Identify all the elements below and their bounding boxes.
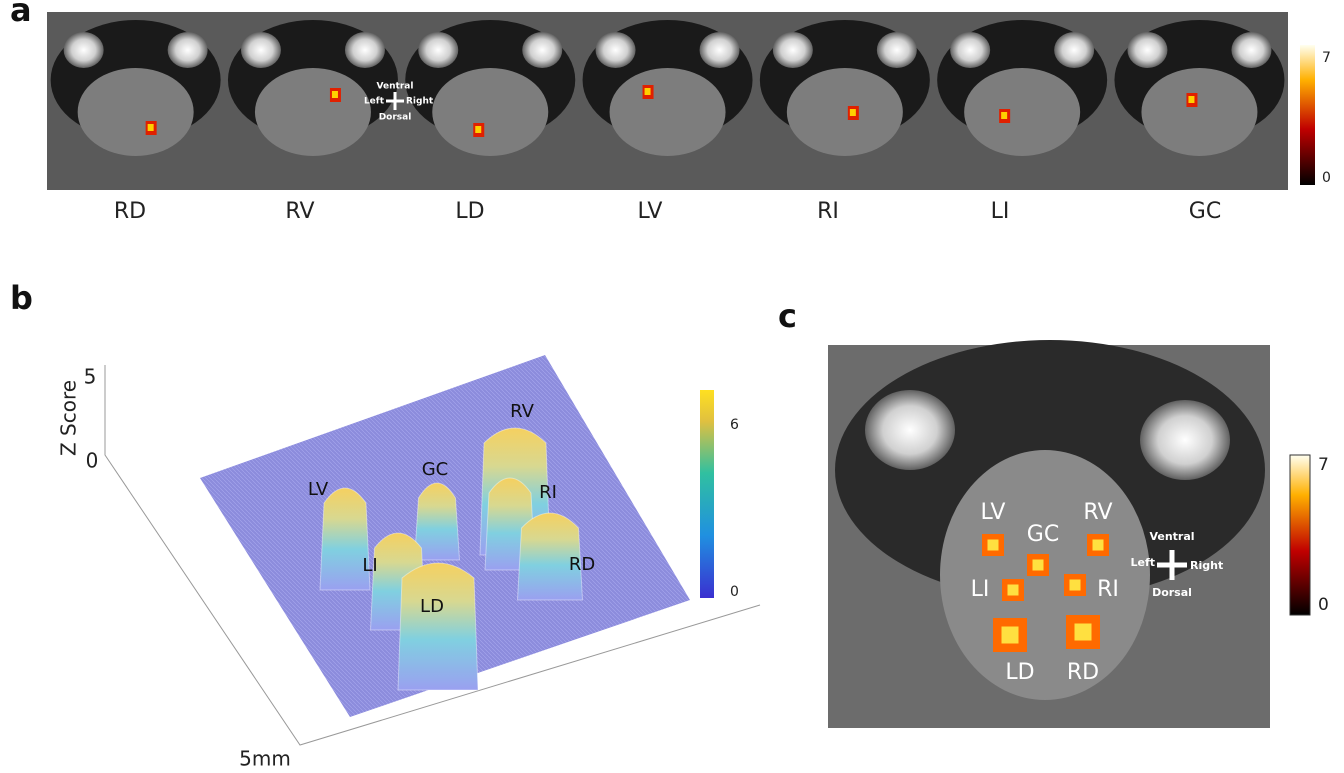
surface-peak <box>398 563 478 690</box>
image-shape <box>241 32 281 68</box>
image-shape <box>1054 32 1094 68</box>
activation <box>148 124 154 131</box>
image-shape <box>1127 32 1167 68</box>
activation <box>1070 580 1081 591</box>
slice-label: RV <box>285 199 314 224</box>
figure: RD RV LD LV RI LI GC a Ventral Left Right Dorsal 7 0 b… <box>0 0 1344 773</box>
image-shape <box>64 32 104 68</box>
slice-label: GC <box>1189 199 1221 224</box>
slice-label: LD <box>455 199 484 224</box>
peak-label: LD <box>420 596 444 617</box>
slice-label: LI <box>991 199 1010 224</box>
activation <box>1001 112 1007 119</box>
activation <box>1093 540 1104 551</box>
peak-label: RD <box>569 554 595 575</box>
z-tick-label: 0 <box>86 449 99 473</box>
peak-label: LI <box>362 555 377 576</box>
colorbar-label: 0 <box>1318 595 1329 615</box>
z-tick-label: 5 <box>84 365 97 389</box>
image-shape <box>865 390 955 470</box>
roi-label: LD <box>1005 660 1034 685</box>
activation <box>1002 627 1019 644</box>
image-shape <box>787 68 903 156</box>
slice-label: LV <box>638 199 663 224</box>
image-shape <box>1231 32 1271 68</box>
activation <box>988 540 999 551</box>
image-shape <box>964 68 1080 156</box>
activation <box>332 91 338 98</box>
image-shape <box>78 68 194 156</box>
image-shape <box>950 32 990 68</box>
orientation-label: Left <box>364 97 385 107</box>
image-shape <box>773 32 813 68</box>
peak-label: GC <box>422 459 449 480</box>
image-shape <box>255 68 371 156</box>
slice-label: RI <box>817 199 839 224</box>
orientation-label: Dorsal <box>1152 586 1192 599</box>
roi-label: RI <box>1097 577 1119 602</box>
colorbar-label: 7 <box>1322 50 1331 66</box>
activation <box>1075 624 1092 641</box>
panel-letter: c <box>778 297 797 335</box>
panel-letter: b <box>10 279 33 317</box>
image-shape <box>1140 400 1230 480</box>
image-shape <box>418 32 458 68</box>
activation <box>850 109 856 116</box>
axis-label: Z Score <box>57 380 81 456</box>
colorbar-label: 6 <box>730 417 739 433</box>
roi-label: GC <box>1027 522 1059 547</box>
image-shape <box>700 32 740 68</box>
slice-label: RD <box>114 199 146 224</box>
orientation-label: Left <box>1130 556 1155 569</box>
colorbar-label: 7 <box>1318 455 1329 475</box>
colorbar <box>1300 45 1315 185</box>
axis-label: 5mm <box>239 747 291 771</box>
orientation-label: Ventral <box>377 82 414 92</box>
activation <box>1033 560 1044 571</box>
orientation-label: Right <box>1190 559 1223 572</box>
colorbar-label: 0 <box>1322 170 1331 186</box>
image-shape <box>1141 68 1257 156</box>
activation <box>1008 585 1019 596</box>
orientation-label: Right <box>406 97 434 107</box>
roi-label: LV <box>981 500 1006 525</box>
roi-label: LI <box>971 577 990 602</box>
colorbar <box>1290 455 1310 615</box>
orientation-label: Dorsal <box>379 113 412 123</box>
peak-label: LV <box>308 479 329 500</box>
image-shape <box>877 32 917 68</box>
image-shape <box>345 32 385 68</box>
roi-label: RD <box>1067 660 1099 685</box>
panel-letter: a <box>10 0 32 29</box>
activation <box>1188 96 1194 103</box>
colorbar-label: 0 <box>730 584 739 600</box>
activation <box>475 126 481 133</box>
peak-label: RI <box>539 482 557 503</box>
peak-label: RV <box>510 401 535 422</box>
image-shape <box>432 68 548 156</box>
image-shape <box>168 32 208 68</box>
activation <box>645 88 651 95</box>
colorbar <box>700 390 714 598</box>
image-shape <box>522 32 562 68</box>
image-shape <box>596 32 636 68</box>
roi-label: RV <box>1083 500 1112 525</box>
orientation-label: Ventral <box>1149 530 1194 543</box>
image-shape <box>610 68 726 156</box>
